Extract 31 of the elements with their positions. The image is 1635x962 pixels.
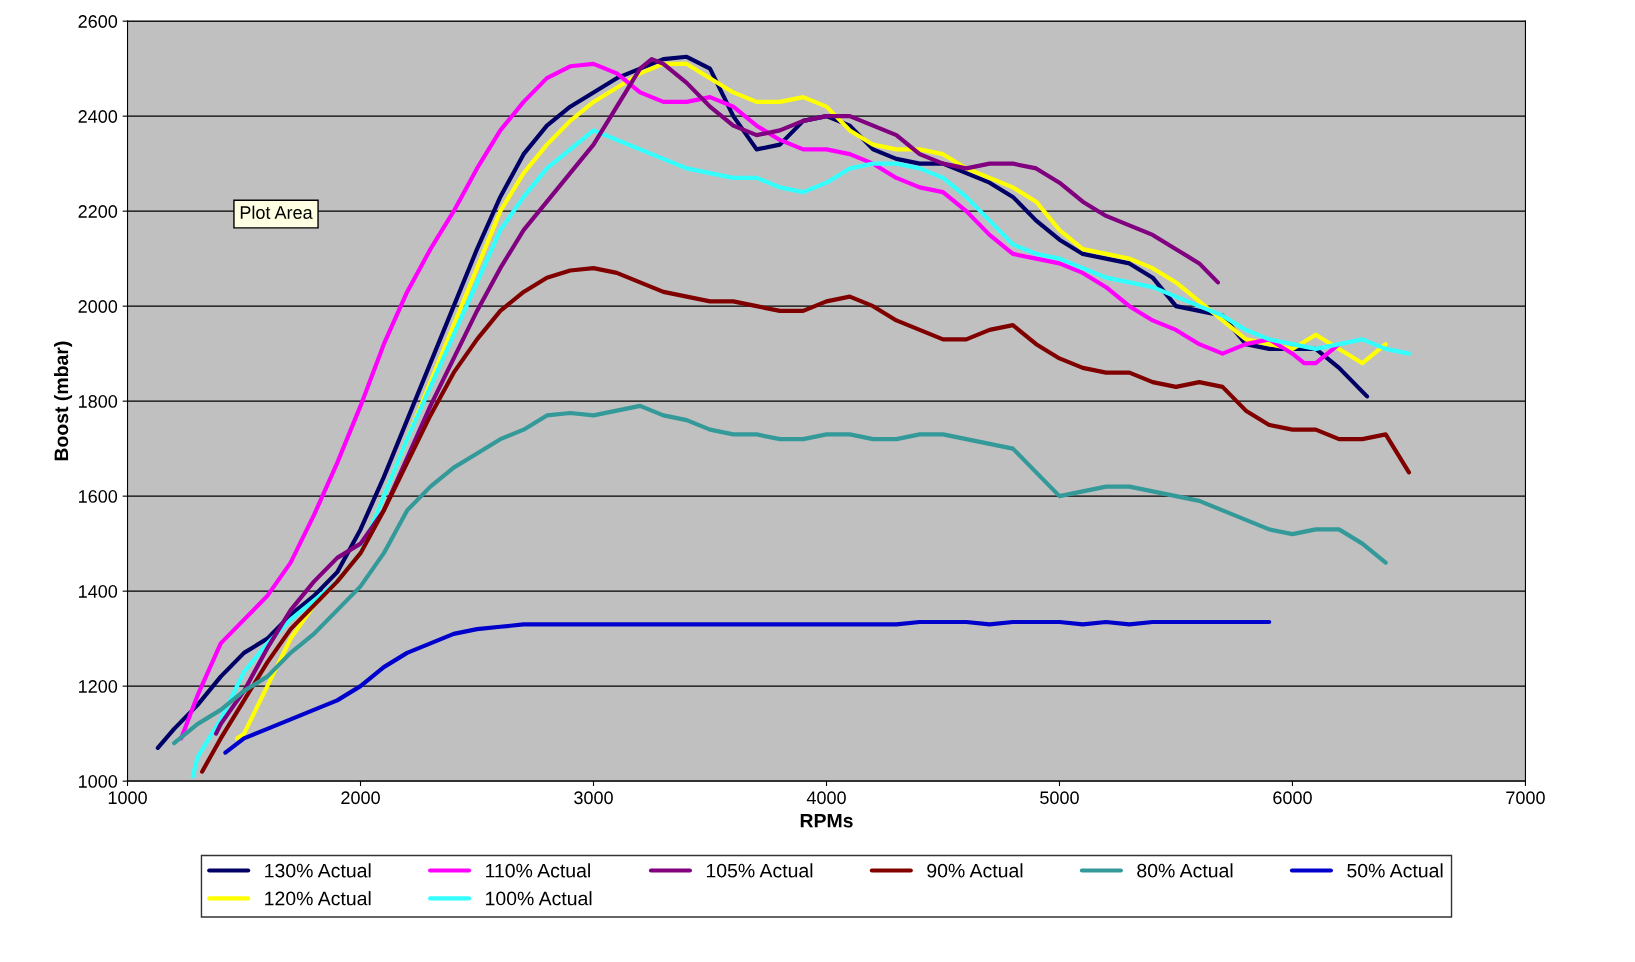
x-axis-title: RPMs bbox=[800, 813, 853, 828]
x-tick-label: 1000 bbox=[108, 791, 147, 805]
x-tick-label: 6000 bbox=[1273, 791, 1312, 805]
y-tick-label: 2000 bbox=[78, 300, 118, 313]
legend-label: 100% Actual bbox=[486, 891, 592, 906]
legend-label: 90% Actual bbox=[927, 863, 1023, 878]
y-tick-label: 2400 bbox=[78, 110, 118, 123]
annotation: Plot Area bbox=[240, 205, 313, 219]
y-tick-label: 1600 bbox=[79, 490, 118, 503]
y-tick-label: 2600 bbox=[78, 15, 118, 28]
line-series bbox=[200, 266, 1412, 774]
x-tick-label: 5000 bbox=[1040, 791, 1079, 805]
x-tick-label: 7000 bbox=[1506, 791, 1545, 805]
legend-label: 120% Actual bbox=[265, 891, 371, 906]
x-tick-label: 3000 bbox=[574, 791, 613, 805]
y-tick-label: 1800 bbox=[79, 395, 118, 408]
legend-label: 105% Actual bbox=[706, 863, 813, 878]
y-tick-label: 1200 bbox=[79, 680, 118, 693]
legend-label: 50% Actual bbox=[1347, 863, 1443, 878]
legend-label: 80% Actual bbox=[1137, 863, 1233, 878]
line-series bbox=[172, 403, 1388, 746]
line-series bbox=[190, 128, 1412, 779]
y-tick-label: 1000 bbox=[79, 775, 118, 788]
legend-label: 110% Actual bbox=[486, 863, 590, 878]
x-tick-label: 2000 bbox=[341, 791, 380, 805]
line-series bbox=[223, 619, 1272, 755]
y-tick-label: 1400 bbox=[79, 585, 118, 598]
x-tick-label: 4000 bbox=[806, 791, 846, 805]
legend-label: 130% Actual bbox=[265, 863, 371, 878]
y-axis-title: Boost (mbar) bbox=[53, 341, 73, 461]
y-tick-label: 2200 bbox=[78, 205, 118, 218]
